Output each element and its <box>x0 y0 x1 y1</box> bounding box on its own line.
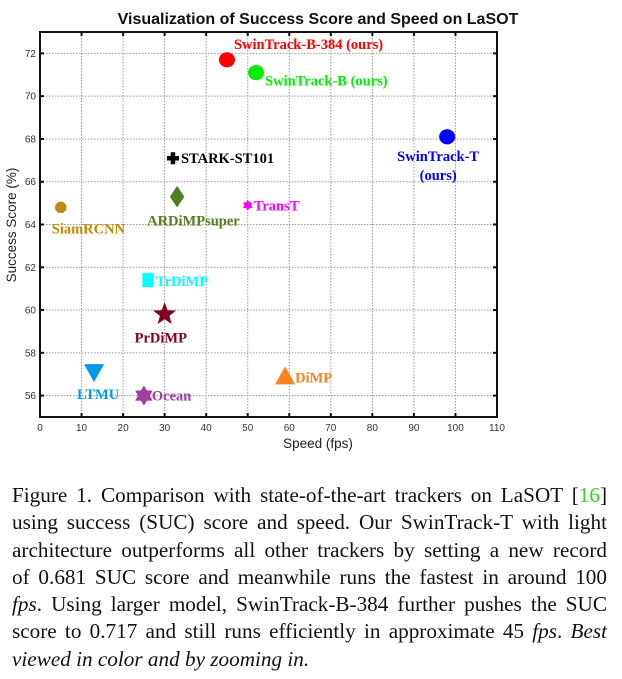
x-tick-label: 40 <box>201 423 213 434</box>
prdimp-marker <box>153 302 176 324</box>
plot-frame <box>39 31 498 418</box>
caption-text: . <box>557 619 571 644</box>
data-points: SwinTrack-B-384 (ours) SwinTrack-B (ours)… <box>52 37 479 406</box>
point-label: Ocean <box>152 389 191 405</box>
caption-line: using success (SUC) score and speed. Our… <box>12 509 607 536</box>
caption-text: fps <box>12 592 37 617</box>
x-axis-label: Speed (fps) <box>283 436 353 451</box>
caption-text: . Using larger model, SwinTrack-B-384 fu… <box>36 592 607 617</box>
y-tick-label: 62 <box>25 263 37 274</box>
y-tick-label: 60 <box>25 306 37 317</box>
caption-text: Best <box>570 619 608 644</box>
x-tick-label: 50 <box>242 423 254 434</box>
y-tick-label: 56 <box>25 391 37 402</box>
point-label: DiMP <box>295 370 332 386</box>
y-tick-label: 70 <box>25 92 37 103</box>
x-tick-label: 100 <box>447 423 464 434</box>
y-tick-label: 72 <box>25 49 37 60</box>
point-label: STARK-ST101 <box>181 151 274 167</box>
point-label: SwinTrack-T <box>397 149 479 165</box>
y-tick-label: 64 <box>25 220 37 231</box>
ardimpsuper-marker <box>169 185 185 208</box>
caption-line: Figure 1. Comparison with state-of-the-a… <box>12 482 607 509</box>
point-label: PrDiMP <box>135 330 187 346</box>
siamrcnn-marker <box>55 201 67 213</box>
point-label: SiamRCNN <box>52 221 126 237</box>
point-label-line2: (ours) <box>420 168 457 184</box>
caption-text: architecture outperforms all other track… <box>12 537 607 562</box>
caption-line: score to 0.717 and still runs efficientl… <box>12 618 607 645</box>
point-label: LTMU <box>77 387 120 403</box>
caption-text: ] <box>599 483 607 507</box>
caption-line: of 0.681 SUC score and meanwhile runs th… <box>12 564 607 591</box>
chart-title: Visualization of Success Score and Speed… <box>118 11 519 28</box>
caption-text: using success (SUC) score and speed. Our… <box>12 510 607 535</box>
caption-text: viewed in color and by zooming in. <box>12 646 310 671</box>
x-tick-label: 110 <box>489 423 505 434</box>
caption-text: of 0.681 SUC score and meanwhile runs th… <box>12 564 607 589</box>
caption-text: score to 0.717 and still runs efficientl… <box>12 619 533 644</box>
x-tick-label: 70 <box>325 423 337 434</box>
caption-line: architecture outperforms all other track… <box>12 537 607 564</box>
citation-link[interactable]: 16 <box>578 483 600 507</box>
x-tick-label: 10 <box>76 423 88 434</box>
x-tick-label: 20 <box>118 423 130 434</box>
caption-text: Figure 1. Comparison with state-of-the-a… <box>12 483 579 507</box>
ocean-marker <box>135 385 153 406</box>
transt-marker <box>243 199 253 211</box>
y-tick-label: 66 <box>25 177 37 188</box>
point-label: TransT <box>254 198 300 214</box>
scatter-chart: Visualization of Success Score and Speed… <box>4 11 519 451</box>
figure-caption: Figure 1. Comparison with state-of-the-a… <box>12 482 607 673</box>
swintrack-b-ours-marker <box>248 65 265 81</box>
y-tick-label: 58 <box>25 348 37 359</box>
x-tick-label: 90 <box>408 423 420 434</box>
stark-st101-marker <box>166 152 179 165</box>
point-label: TrDiMP <box>156 274 208 290</box>
trdimp-marker <box>142 273 154 288</box>
caption-text: fps <box>532 619 557 644</box>
x-tick-label: 80 <box>367 423 379 434</box>
ltmu-marker <box>84 364 105 383</box>
grid <box>40 32 497 417</box>
x-tick-label: 30 <box>159 423 171 434</box>
dimp-marker <box>275 366 296 385</box>
x-tick-label: 60 <box>284 423 296 434</box>
axis-ticks: 0 10 20 30 40 50 60 70 80 90 100 110 56 58 60 62 64 66 68 7… <box>25 32 505 434</box>
point-label: SwinTrack-B (ours) <box>265 74 388 90</box>
point-label: ARDiMPsuper <box>147 214 240 230</box>
y-axis-label: Success Score (%) <box>4 168 19 283</box>
point-label: SwinTrack-B-384 (ours) <box>234 37 383 53</box>
x-tick-label: 0 <box>37 423 43 434</box>
swintrack-b-384-ours-marker <box>218 52 235 68</box>
caption-line: fps. Using larger model, SwinTrack-B-384… <box>12 591 607 618</box>
y-tick-label: 68 <box>25 134 37 145</box>
caption-line: viewed in color and by zooming in. <box>12 646 607 673</box>
swintrack-t-marker <box>439 129 456 145</box>
